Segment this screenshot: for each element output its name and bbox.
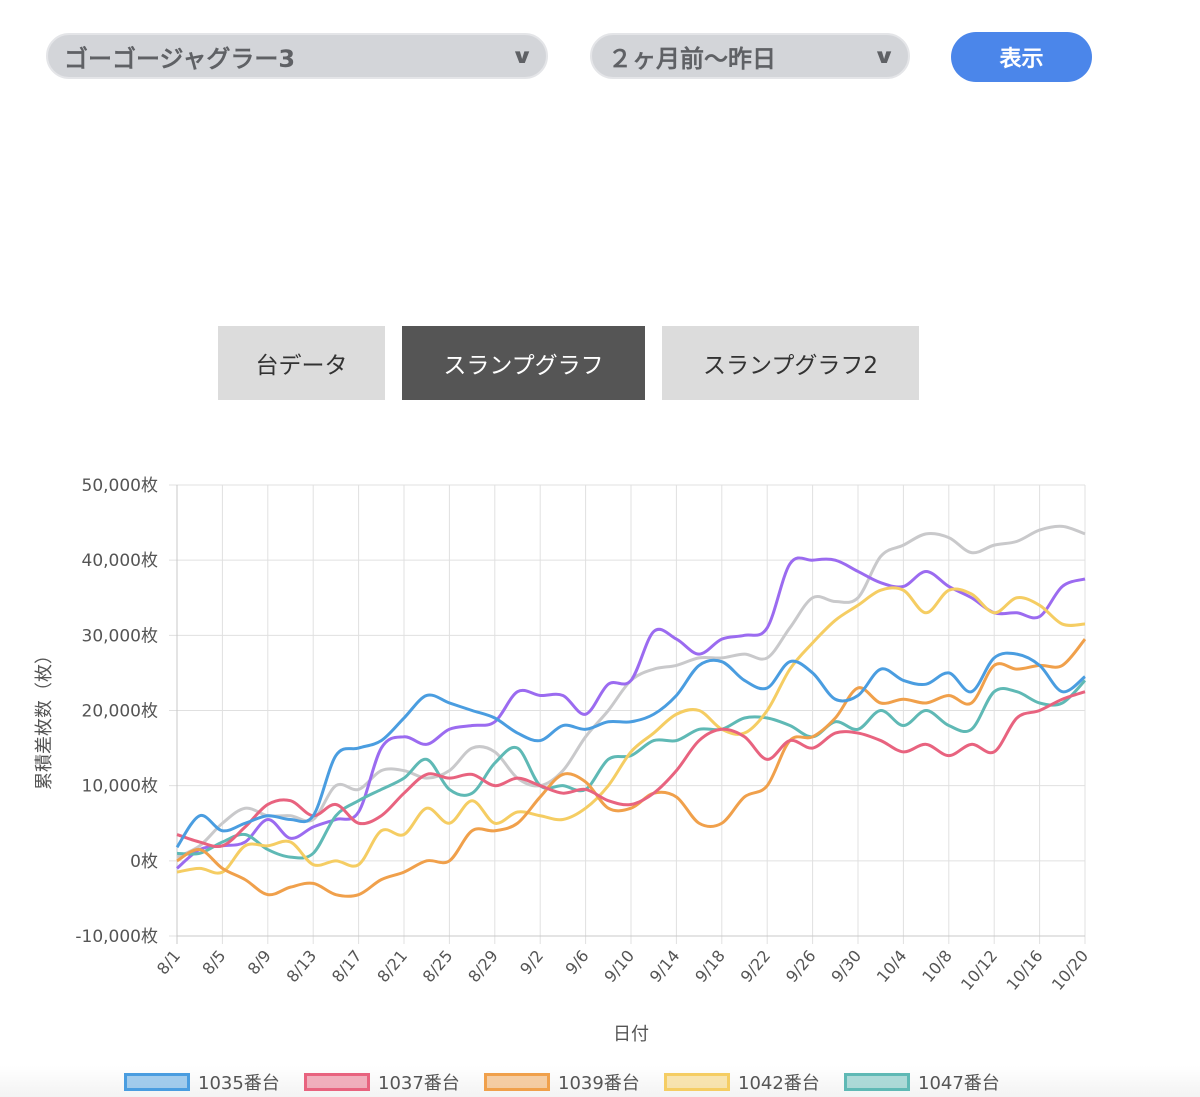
legend-swatch [304, 1073, 370, 1091]
legend-label: 1037番台 [378, 1073, 460, 1094]
legend-item[interactable]: 1039番台 [484, 1069, 640, 1095]
y-tick-label: -10,000枚 [75, 927, 158, 947]
x-axis-title: 日付 [613, 1024, 649, 1045]
machine-select[interactable]: ゴーゴージャグラー3 ∨ [46, 33, 548, 79]
x-tick-label: 9/6 [562, 946, 593, 978]
x-tick-label: 10/8 [918, 946, 956, 986]
x-tick-label: 9/2 [516, 946, 547, 978]
x-tick-label: 9/18 [691, 946, 729, 986]
x-tick-label: 8/1 [153, 946, 184, 978]
x-tick-label: 10/12 [957, 946, 1001, 994]
legend-swatch [844, 1073, 910, 1091]
series-line [176, 586, 1086, 875]
chevron-down-icon: ∨ [510, 44, 534, 68]
legend-item[interactable]: 1042番台 [664, 1069, 820, 1095]
x-tick-label: 8/9 [244, 946, 275, 978]
x-tick-label: 9/10 [600, 946, 638, 986]
y-tick-label: 50,000枚 [82, 476, 158, 496]
legend-swatch [484, 1073, 550, 1091]
chevron-down-icon: ∨ [872, 44, 896, 68]
y-axis-title: 累積差枚数（枚） [34, 646, 55, 790]
chart-legend: 1035番台 1037番台 1039番台 1042番台 1047番台 [0, 1066, 1200, 1097]
x-tick-label: 10/20 [1048, 946, 1092, 994]
date-range-select[interactable]: ２ヶ月前〜昨日 ∨ [590, 33, 910, 79]
legend-label: 1042番台 [738, 1073, 820, 1094]
legend-item[interactable]: 1035番台 [124, 1069, 280, 1095]
legend-swatch [124, 1073, 190, 1091]
y-tick-label: 10,000枚 [82, 777, 158, 797]
y-tick-label: 20,000枚 [82, 702, 158, 722]
x-tick-label: 8/29 [464, 946, 502, 986]
legend-swatch [664, 1073, 730, 1091]
x-tick-label: 10/16 [1002, 946, 1046, 994]
legend-label: 1039番台 [558, 1073, 640, 1094]
legend-label: 1047番台 [918, 1073, 1000, 1094]
series-line [176, 679, 1087, 860]
show-button[interactable]: 表示 [951, 32, 1092, 82]
tab-slump-graph-2[interactable]: スランプグラフ2 [662, 326, 919, 400]
series-line [175, 651, 1086, 849]
series-line [176, 638, 1087, 898]
x-tick-label: 10/4 [873, 946, 911, 986]
machine-select-value: ゴーゴージャグラー3 [64, 44, 296, 73]
x-tick-label: 8/13 [283, 946, 321, 986]
y-tick-label: 40,000枚 [82, 551, 158, 571]
x-tick-label: 8/17 [328, 946, 366, 986]
y-tick-label: 30,000枚 [82, 626, 158, 646]
legend-label: 1035番台 [198, 1073, 280, 1094]
series-line [176, 690, 1086, 849]
x-tick-label: 8/25 [419, 946, 457, 986]
legend-item[interactable]: 1047番台 [844, 1069, 1000, 1095]
y-tick-label: 0枚 [130, 852, 158, 872]
x-tick-label: 9/22 [737, 946, 775, 986]
tab-slump-graph[interactable]: スランプグラフ [402, 326, 645, 400]
x-tick-label: 9/30 [827, 946, 865, 986]
x-tick-label: 8/21 [373, 946, 411, 986]
series-line [176, 556, 1086, 870]
legend-item[interactable]: 1037番台 [304, 1069, 460, 1095]
date-range-select-value: ２ヶ月前〜昨日 [608, 44, 776, 73]
tab-machine-data[interactable]: 台データ [218, 326, 385, 400]
x-tick-label: 8/5 [198, 946, 229, 978]
x-tick-label: 9/14 [646, 946, 684, 986]
x-tick-label: 9/26 [782, 946, 820, 986]
